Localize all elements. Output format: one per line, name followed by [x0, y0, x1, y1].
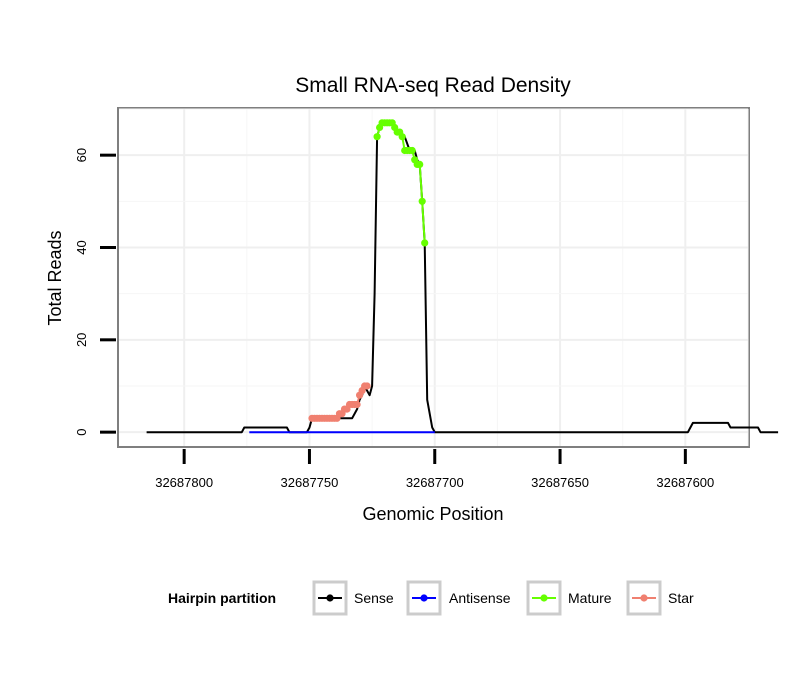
grid-lines — [119, 108, 749, 446]
mature-point — [421, 239, 429, 247]
mature-point — [418, 197, 426, 205]
x-tick-label: 32687700 — [406, 475, 464, 490]
y-tick-label: 0 — [74, 429, 89, 436]
legend-entry-mature: Mature — [526, 580, 612, 616]
x-tick-label: 32687800 — [155, 475, 213, 490]
legend-entry-antisense: Antisense — [406, 580, 511, 616]
y-tick-label: 60 — [74, 148, 89, 162]
legend-key-point — [540, 594, 548, 602]
legend-entry-sense: Sense — [312, 580, 394, 616]
legend: Hairpin partition Sense Antisense Mature St… — [168, 580, 694, 616]
y-axis: 0 20 40 60 — [74, 148, 116, 436]
x-axis: 32687800 32687750 32687700 32687650 32687600 — [155, 449, 714, 490]
plot-panel — [117, 107, 750, 448]
x-axis-label: Genomic Position — [362, 504, 503, 524]
legend-title: Hairpin partition — [168, 590, 276, 606]
y-tick-label: 20 — [74, 333, 89, 347]
mature-point — [373, 133, 381, 141]
legend-entry-star: Star — [626, 580, 694, 616]
x-tick-label: 32687600 — [656, 475, 714, 490]
series-layer — [146, 119, 779, 434]
star-point — [363, 382, 371, 390]
legend-key-point — [326, 594, 334, 602]
x-tick-label: 32687650 — [531, 475, 589, 490]
legend-label: Mature — [568, 590, 612, 606]
legend-key-point — [640, 594, 648, 602]
y-tick-label: 40 — [74, 240, 89, 254]
legend-entries: Sense Antisense Mature Star — [312, 580, 694, 616]
legend-label: Antisense — [449, 590, 511, 606]
star-point — [353, 400, 361, 409]
y-axis-label: Total Reads — [45, 230, 65, 325]
chart-title: Small RNA-seq Read Density — [295, 74, 571, 97]
mature-point — [408, 146, 416, 155]
legend-label: Sense — [354, 590, 394, 606]
mature-point — [398, 133, 406, 141]
legend-label: Star — [668, 590, 694, 606]
mature-point — [416, 160, 424, 168]
legend-key-point — [420, 594, 428, 602]
x-tick-label: 32687750 — [281, 475, 339, 490]
